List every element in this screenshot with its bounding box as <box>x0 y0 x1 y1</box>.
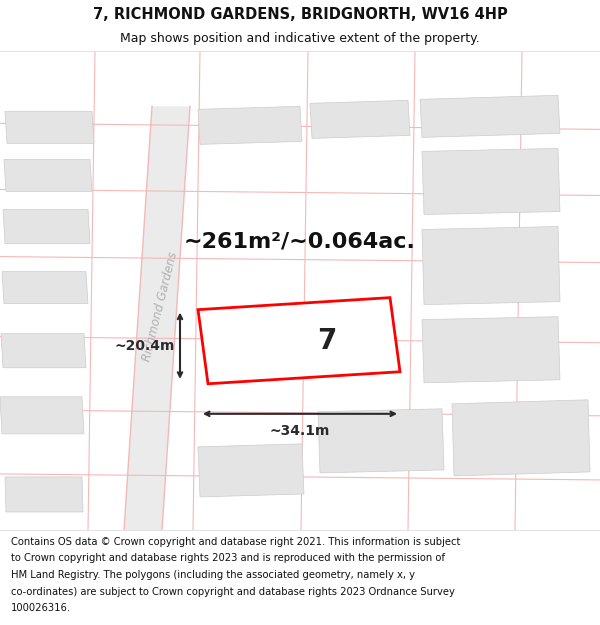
Text: HM Land Registry. The polygons (including the associated geometry, namely x, y: HM Land Registry. The polygons (includin… <box>11 570 415 580</box>
Polygon shape <box>5 477 83 512</box>
Text: 7, RICHMOND GARDENS, BRIDGNORTH, WV16 4HP: 7, RICHMOND GARDENS, BRIDGNORTH, WV16 4H… <box>92 7 508 22</box>
Text: Richmond Gardens: Richmond Gardens <box>140 251 180 362</box>
Polygon shape <box>5 111 94 143</box>
Polygon shape <box>422 226 560 304</box>
Polygon shape <box>3 209 90 244</box>
Polygon shape <box>0 397 84 434</box>
Polygon shape <box>2 272 88 304</box>
Text: ~34.1m: ~34.1m <box>270 424 330 438</box>
Polygon shape <box>310 101 410 138</box>
Text: Contains OS data © Crown copyright and database right 2021. This information is : Contains OS data © Crown copyright and d… <box>11 537 460 547</box>
Polygon shape <box>198 298 400 384</box>
Polygon shape <box>198 106 302 144</box>
Polygon shape <box>422 148 560 214</box>
Text: co-ordinates) are subject to Crown copyright and database rights 2023 Ordnance S: co-ordinates) are subject to Crown copyr… <box>11 586 455 596</box>
Polygon shape <box>318 409 444 473</box>
Polygon shape <box>452 400 590 476</box>
Polygon shape <box>4 159 92 191</box>
Polygon shape <box>198 444 304 497</box>
Polygon shape <box>1 334 86 367</box>
Text: ~261m²/~0.064ac.: ~261m²/~0.064ac. <box>184 231 416 251</box>
Text: to Crown copyright and database rights 2023 and is reproduced with the permissio: to Crown copyright and database rights 2… <box>11 553 445 563</box>
Text: 7: 7 <box>317 327 337 355</box>
Polygon shape <box>420 96 560 138</box>
Text: Map shows position and indicative extent of the property.: Map shows position and indicative extent… <box>120 32 480 45</box>
Text: 100026316.: 100026316. <box>11 603 71 613</box>
Text: ~20.4m: ~20.4m <box>115 339 175 352</box>
Polygon shape <box>124 106 190 530</box>
Polygon shape <box>422 317 560 382</box>
